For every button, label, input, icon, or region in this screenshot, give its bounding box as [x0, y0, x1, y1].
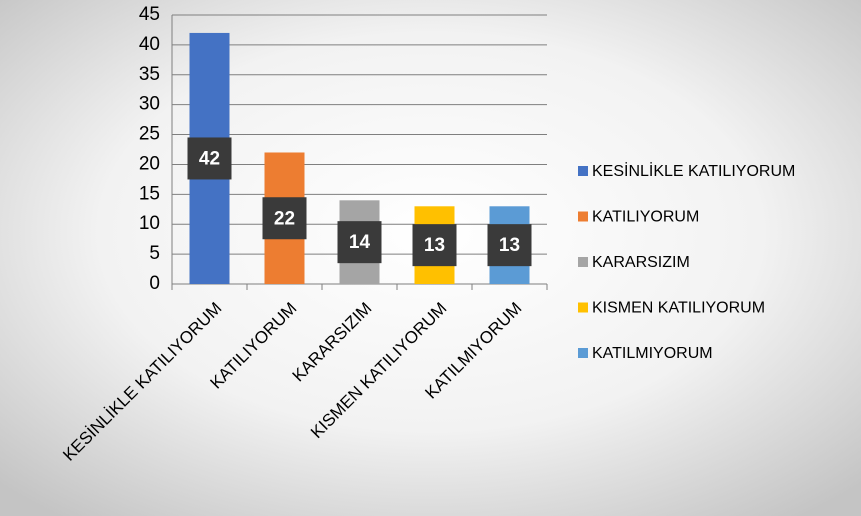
- data-label-box: [262, 197, 307, 240]
- y-tick-label: 20: [139, 153, 160, 174]
- y-tick-label: 5: [149, 243, 160, 264]
- data-label: 14: [349, 232, 371, 253]
- legend-label: KESİNLİKLE KATILIYORUM: [592, 161, 795, 180]
- legend-label: KATILIYORUM: [592, 209, 699, 226]
- data-label: 42: [199, 148, 220, 169]
- y-tick-label: 25: [139, 124, 160, 145]
- data-label-box: [487, 224, 532, 267]
- data-label: 22: [274, 208, 295, 229]
- y-tick-label: 15: [139, 183, 160, 204]
- data-label: 13: [424, 235, 445, 256]
- legend-swatch: [578, 211, 588, 222]
- y-tick-label: 0: [149, 273, 160, 294]
- legend-label: KISMEN KATILIYORUM: [592, 300, 765, 317]
- data-label-box: [337, 221, 382, 264]
- y-tick-label: 40: [139, 34, 160, 55]
- y-tick-label: 30: [139, 94, 160, 115]
- legend-label: KARARSIZIM: [592, 254, 690, 271]
- data-label-box: [412, 224, 457, 267]
- legend-swatch: [578, 348, 588, 358]
- data-label: 13: [499, 235, 520, 256]
- y-tick-label: 45: [139, 4, 160, 25]
- legend-swatch: [578, 166, 588, 176]
- legend-swatch: [578, 302, 588, 313]
- legend-swatch: [578, 257, 588, 267]
- data-label-box: [187, 137, 232, 180]
- y-tick-label: 10: [139, 213, 160, 234]
- y-tick-label: 35: [139, 64, 160, 85]
- legend-label: KATILMIYORUM: [592, 345, 713, 362]
